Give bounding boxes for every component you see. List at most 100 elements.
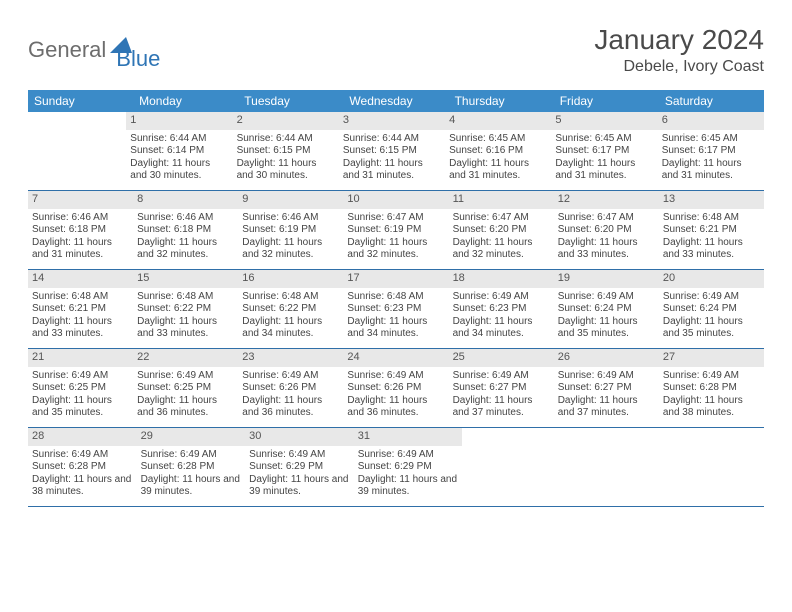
logo: General Blue <box>28 28 160 72</box>
sunrise-line: Sunrise: 6:48 AM <box>137 291 234 304</box>
day-number: 11 <box>449 191 554 209</box>
sunset-line: Sunset: 6:15 PM <box>237 145 335 158</box>
day-cell: 17Sunrise: 6:48 AMSunset: 6:23 PMDayligh… <box>343 270 448 348</box>
day-number: 19 <box>554 270 659 288</box>
day-cell: 22Sunrise: 6:49 AMSunset: 6:25 PMDayligh… <box>133 349 238 427</box>
day-cell: 24Sunrise: 6:49 AMSunset: 6:26 PMDayligh… <box>343 349 448 427</box>
day-cell: 5Sunrise: 6:45 AMSunset: 6:17 PMDaylight… <box>551 112 657 190</box>
day-number: 29 <box>137 428 246 446</box>
day-cell: 25Sunrise: 6:49 AMSunset: 6:27 PMDayligh… <box>449 349 554 427</box>
sunset-line: Sunset: 6:14 PM <box>130 145 228 158</box>
sunrise-line: Sunrise: 6:44 AM <box>237 133 335 146</box>
sunset-line: Sunset: 6:17 PM <box>662 145 760 158</box>
day-number: 18 <box>449 270 554 288</box>
day-number: 14 <box>28 270 133 288</box>
day-cell: 31Sunrise: 6:49 AMSunset: 6:29 PMDayligh… <box>354 428 463 506</box>
daylight-line: Daylight: 11 hours and 31 minutes. <box>555 158 653 183</box>
sunrise-line: Sunrise: 6:48 AM <box>242 291 339 304</box>
sunrise-line: Sunrise: 6:47 AM <box>558 212 655 225</box>
sunrise-line: Sunrise: 6:46 AM <box>137 212 234 225</box>
daylight-line: Daylight: 11 hours and 31 minutes. <box>32 237 129 262</box>
sunrise-line: Sunrise: 6:49 AM <box>137 370 234 383</box>
day-number: 17 <box>343 270 448 288</box>
sunset-line: Sunset: 6:26 PM <box>242 382 339 395</box>
day-number: 12 <box>554 191 659 209</box>
sunrise-line: Sunrise: 6:44 AM <box>343 133 441 146</box>
daylight-line: Daylight: 11 hours and 30 minutes. <box>130 158 228 183</box>
day-cell: 16Sunrise: 6:48 AMSunset: 6:22 PMDayligh… <box>238 270 343 348</box>
day-number: 20 <box>659 270 764 288</box>
day-cell: 23Sunrise: 6:49 AMSunset: 6:26 PMDayligh… <box>238 349 343 427</box>
daylight-line: Daylight: 11 hours and 32 minutes. <box>242 237 339 262</box>
sunrise-line: Sunrise: 6:49 AM <box>242 370 339 383</box>
day-number: 15 <box>133 270 238 288</box>
sunrise-line: Sunrise: 6:49 AM <box>663 370 760 383</box>
day-number: 1 <box>126 112 232 130</box>
day-cell: 21Sunrise: 6:49 AMSunset: 6:25 PMDayligh… <box>28 349 133 427</box>
sunset-line: Sunset: 6:24 PM <box>663 303 760 316</box>
day-cell: 2Sunrise: 6:44 AMSunset: 6:15 PMDaylight… <box>233 112 339 190</box>
sunrise-line: Sunrise: 6:48 AM <box>663 212 760 225</box>
sunset-line: Sunset: 6:20 PM <box>453 224 550 237</box>
sunrise-line: Sunrise: 6:44 AM <box>130 133 228 146</box>
day-cell: 7Sunrise: 6:46 AMSunset: 6:18 PMDaylight… <box>28 191 133 269</box>
daylight-line: Daylight: 11 hours and 30 minutes. <box>237 158 335 183</box>
day-cell: 4Sunrise: 6:45 AMSunset: 6:16 PMDaylight… <box>445 112 551 190</box>
daylight-line: Daylight: 11 hours and 39 minutes. <box>141 474 242 499</box>
daylight-line: Daylight: 11 hours and 39 minutes. <box>249 474 350 499</box>
sunset-line: Sunset: 6:22 PM <box>137 303 234 316</box>
daylight-line: Daylight: 11 hours and 37 minutes. <box>558 395 655 420</box>
sunrise-line: Sunrise: 6:49 AM <box>347 370 444 383</box>
day-number: 13 <box>659 191 764 209</box>
week-row: 21Sunrise: 6:49 AMSunset: 6:25 PMDayligh… <box>28 349 764 428</box>
sunset-line: Sunset: 6:21 PM <box>32 303 129 316</box>
daylight-line: Daylight: 11 hours and 33 minutes. <box>558 237 655 262</box>
daylight-line: Daylight: 11 hours and 32 minutes. <box>347 237 444 262</box>
daylight-line: Daylight: 11 hours and 37 minutes. <box>453 395 550 420</box>
sunrise-line: Sunrise: 6:45 AM <box>662 133 760 146</box>
sunset-line: Sunset: 6:21 PM <box>663 224 760 237</box>
header: General Blue January 2024 Debele, Ivory … <box>28 24 764 76</box>
day-cell: 1 Sunrise: 6:44 AMSunset: 6:14 PMDaylight… <box>126 112 232 190</box>
day-number: 10 <box>343 191 448 209</box>
daylight-line: Daylight: 11 hours and 34 minutes. <box>242 316 339 341</box>
sunset-line: Sunset: 6:18 PM <box>32 224 129 237</box>
day-header: Monday <box>133 90 238 112</box>
day-number: 25 <box>449 349 554 367</box>
sunrise-line: Sunrise: 6:49 AM <box>453 370 550 383</box>
logo-text-blue: Blue <box>116 46 160 72</box>
sunrise-line: Sunrise: 6:47 AM <box>453 212 550 225</box>
sunset-line: Sunset: 6:19 PM <box>347 224 444 237</box>
daylight-line: Daylight: 11 hours and 31 minutes. <box>343 158 441 183</box>
day-cell: 3 Sunrise: 6:44 AMSunset: 6:15 PMDaylight… <box>339 112 445 190</box>
sunset-line: Sunset: 6:16 PM <box>449 145 547 158</box>
day-cell: 9Sunrise: 6:46 AMSunset: 6:19 PMDaylight… <box>238 191 343 269</box>
day-number: 26 <box>554 349 659 367</box>
day-number: 9 <box>238 191 343 209</box>
day-header: Thursday <box>449 90 554 112</box>
daylight-line: Daylight: 11 hours and 32 minutes. <box>137 237 234 262</box>
location: Debele, Ivory Coast <box>594 58 764 76</box>
sunset-line: Sunset: 6:28 PM <box>141 461 242 474</box>
sunset-line: Sunset: 6:15 PM <box>343 145 441 158</box>
daylight-line: Daylight: 11 hours and 34 minutes. <box>453 316 550 341</box>
sunset-line: Sunset: 6:26 PM <box>347 382 444 395</box>
day-cell: 6Sunrise: 6:45 AMSunset: 6:17 PMDaylight… <box>658 112 764 190</box>
day-header: Wednesday <box>343 90 448 112</box>
title-block: January 2024 Debele, Ivory Coast <box>594 24 764 76</box>
day-cell: 18Sunrise: 6:49 AMSunset: 6:23 PMDayligh… <box>449 270 554 348</box>
sunrise-line: Sunrise: 6:46 AM <box>242 212 339 225</box>
day-header: Friday <box>554 90 659 112</box>
week-row: 1Sunrise: 6:44 AMSunset: 6:14 PMDaylight… <box>28 112 764 191</box>
daylight-line: Daylight: 11 hours and 31 minutes. <box>662 158 760 183</box>
sunrise-line: Sunrise: 6:49 AM <box>558 370 655 383</box>
sunset-line: Sunset: 6:18 PM <box>137 224 234 237</box>
sunrise-line: Sunrise: 6:45 AM <box>449 133 547 146</box>
sunrise-line: Sunrise: 6:45 AM <box>555 133 653 146</box>
day-cell: 26Sunrise: 6:49 AMSunset: 6:27 PMDayligh… <box>554 349 659 427</box>
empty-day-cell <box>28 112 126 190</box>
weeks-container: 1Sunrise: 6:44 AMSunset: 6:14 PMDaylight… <box>28 112 764 507</box>
daylight-line: Daylight: 11 hours and 39 minutes. <box>358 474 459 499</box>
sunrise-line: Sunrise: 6:48 AM <box>347 291 444 304</box>
day-number: 3 <box>339 112 445 130</box>
